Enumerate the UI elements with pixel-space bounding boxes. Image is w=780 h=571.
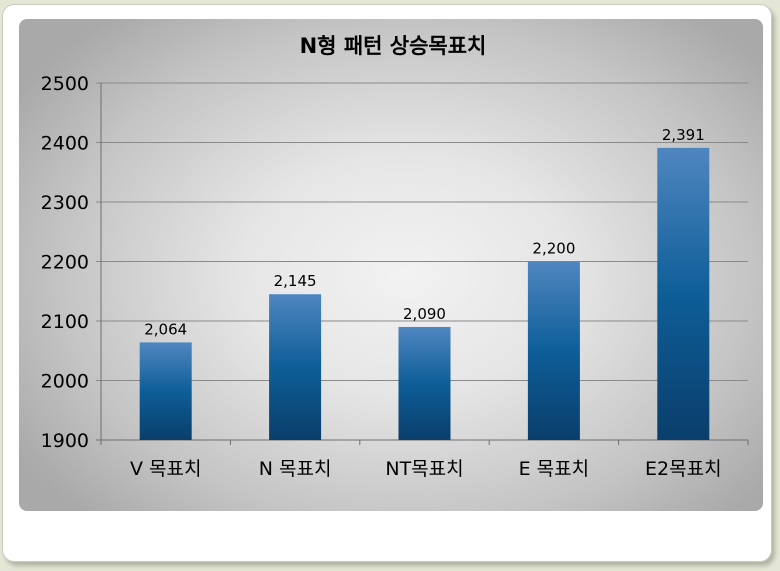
y-tick-label: 1900 (41, 430, 89, 452)
bar-chart: N형 패턴 상승목표치 1900 2000 2100 2200 2300 2400 2500… (41, 34, 749, 480)
y-tick-label: 2200 (41, 252, 89, 274)
y-axis-ticks: 1900 2000 2100 2200 2300 2400 2500 (41, 73, 89, 452)
bar (398, 326, 451, 440)
chart-panel: N형 패턴 상승목표치 1900 2000 2100 2200 2300 2400 2500… (19, 19, 763, 511)
y-tick-label: 2000 (41, 371, 89, 393)
data-label: 2,090 (403, 305, 446, 323)
x-tick-label: E2목표치 (645, 458, 722, 480)
y-tick-label: 2500 (41, 73, 89, 95)
slide-frame: N형 패턴 상승목표치 1900 2000 2100 2200 2300 2400 2500… (2, 4, 772, 562)
data-label: 2,391 (662, 126, 705, 144)
x-tick-label: NT목표치 (385, 458, 463, 480)
bar (139, 342, 192, 440)
bars (139, 147, 710, 441)
data-label: 2,145 (274, 272, 317, 290)
grid-lines (96, 82, 748, 441)
y-tick-label: 2300 (41, 192, 89, 214)
x-tick-label: N 목표치 (259, 458, 332, 480)
x-tick-label: E 목표치 (519, 458, 590, 480)
x-tick-label: V 목표치 (130, 458, 201, 480)
bar (657, 147, 710, 441)
x-axis-ticks: V 목표치 N 목표치 NT목표치 E 목표치 E2목표치 (100, 440, 749, 480)
data-labels: 2,064 2,145 2,090 2,200 2,391 (144, 126, 705, 339)
bar (269, 294, 322, 440)
data-label: 2,200 (532, 240, 575, 258)
y-tick-label: 2100 (41, 311, 89, 333)
y-tick-label: 2400 (41, 133, 89, 155)
chart-title: N형 패턴 상승목표치 (300, 34, 487, 58)
bar (527, 261, 580, 440)
data-label: 2,064 (144, 320, 187, 338)
